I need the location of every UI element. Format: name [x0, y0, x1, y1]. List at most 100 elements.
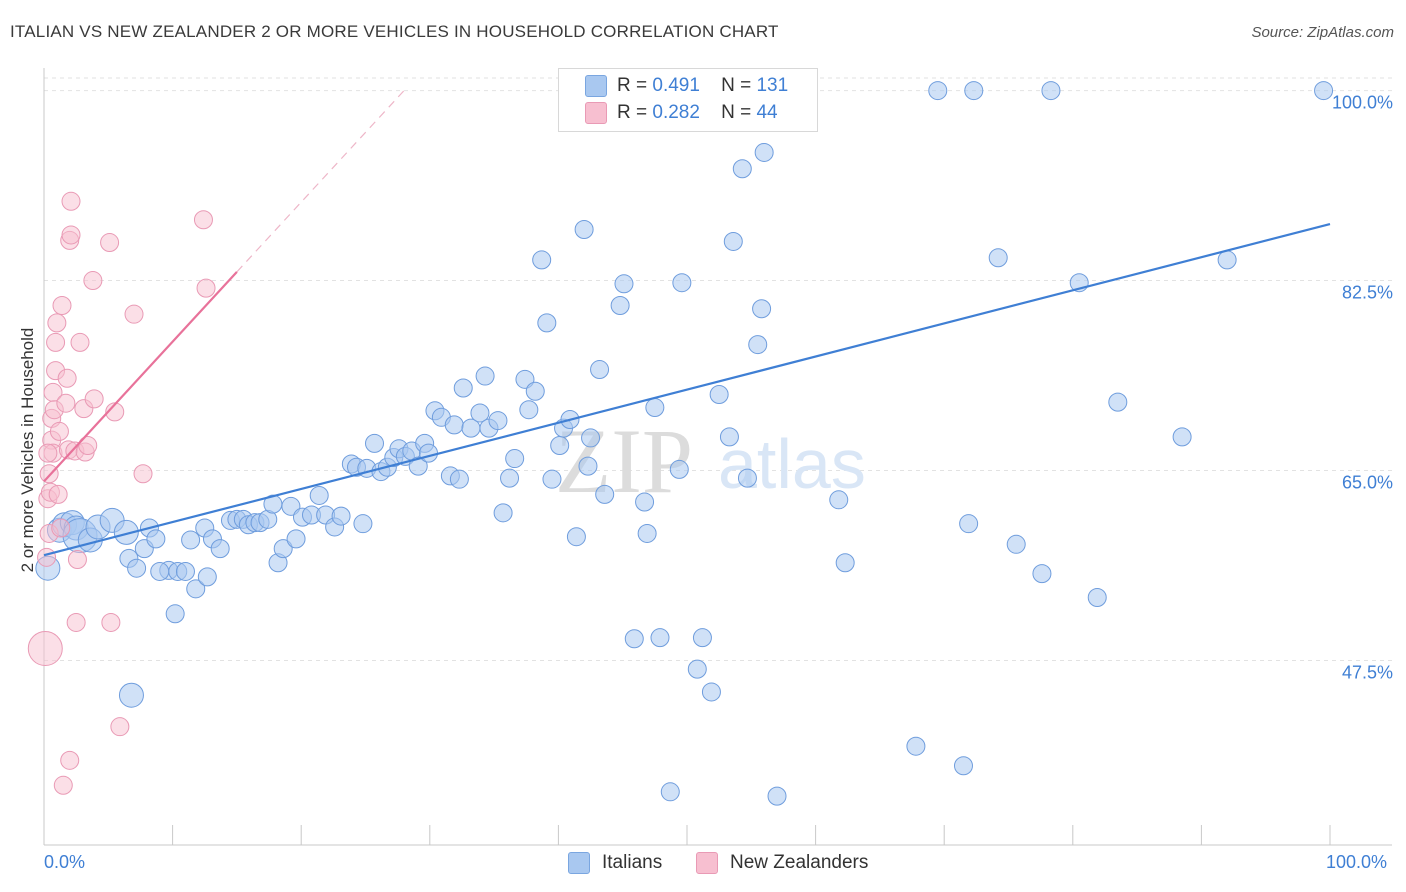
- italians-n-value: 131: [756, 75, 789, 96]
- legend-italians-swatch: [568, 852, 590, 874]
- italians-point: [687, 659, 707, 679]
- italians-point: [1172, 427, 1192, 447]
- italians-point: [113, 519, 139, 545]
- italians-point: [988, 248, 1008, 268]
- italians-point: [610, 295, 630, 315]
- italians-n-label: N =: [721, 75, 752, 96]
- x-max-label: 100.0%: [1326, 852, 1388, 872]
- italians-point: [542, 469, 562, 489]
- legend-item-italians[interactable]: Italians: [568, 852, 662, 874]
- italians-point: [210, 539, 230, 559]
- italians-point: [672, 273, 692, 293]
- italians-point: [829, 490, 849, 510]
- italians-point: [964, 81, 984, 101]
- italians-point: [532, 250, 552, 270]
- x-min-label: 0.0%: [44, 852, 86, 872]
- italians-point: [1041, 81, 1061, 101]
- italians-point: [150, 561, 170, 581]
- italians-point: [650, 628, 670, 648]
- nz-point: [100, 233, 120, 253]
- nz-point: [46, 332, 66, 352]
- italians-point: [273, 539, 293, 559]
- italians-point: [748, 335, 768, 355]
- italians-point: [488, 411, 508, 431]
- watermark-zip: ZIP: [555, 410, 693, 512]
- italians-point: [165, 604, 185, 624]
- italians-point: [525, 381, 545, 401]
- nz-n-label: N =: [721, 102, 752, 123]
- nz-r-label: R =: [617, 102, 648, 123]
- y-tick-label: 65.0%: [1342, 472, 1393, 492]
- y-axis-label: 2 or more Vehicles in Household: [18, 327, 37, 573]
- italians-point: [1087, 588, 1107, 608]
- italians-point: [701, 682, 721, 702]
- italians-point: [550, 436, 570, 456]
- italians-point: [754, 142, 774, 162]
- italians-point: [692, 628, 712, 648]
- italians-point: [906, 736, 926, 756]
- nz-point: [47, 313, 67, 333]
- nz-point: [101, 612, 121, 632]
- nz-point: [52, 295, 72, 315]
- italians-point: [637, 523, 657, 543]
- legend-nz-label: New Zealanders: [730, 852, 869, 873]
- nz-point: [110, 717, 130, 737]
- italians-point: [475, 366, 495, 386]
- nz-point: [105, 402, 125, 422]
- italians-point: [281, 496, 301, 516]
- watermark-atlas: atlas: [718, 425, 866, 503]
- stats-legend: R = 0.491 N = 131 R = 0.282 N = 44: [558, 68, 818, 132]
- italians-point: [732, 159, 752, 179]
- y-tick-labels: 47.5% 65.0% 82.5% 100.0%: [1332, 93, 1393, 683]
- italians-point: [767, 786, 787, 806]
- watermark: ZIP atlas: [555, 410, 866, 512]
- italians-point: [331, 506, 351, 526]
- italians-point: [353, 514, 373, 534]
- italians-point: [953, 756, 973, 776]
- italians-point: [581, 428, 601, 448]
- nz-point: [124, 304, 144, 324]
- italians-point: [419, 443, 439, 463]
- legend-item-nz[interactable]: New Zealanders: [696, 852, 868, 874]
- legend-italians-label: Italians: [602, 852, 663, 873]
- italians-point: [590, 360, 610, 380]
- italians-point: [181, 530, 201, 550]
- nz-point: [61, 191, 81, 211]
- italians-point: [835, 553, 855, 573]
- y-tick-label: 100.0%: [1332, 93, 1393, 113]
- italians-point: [286, 529, 306, 549]
- nz-point: [67, 550, 87, 570]
- nz-point: [196, 278, 216, 298]
- source-label: Source: ZipAtlas.com: [1251, 24, 1394, 41]
- italians-point: [1217, 250, 1237, 270]
- italians-point: [624, 629, 644, 649]
- italians-point: [959, 514, 979, 534]
- italians-point: [614, 274, 634, 294]
- nz-point: [51, 518, 71, 538]
- italians-point: [127, 558, 147, 578]
- italians-point: [118, 682, 144, 708]
- nz-point: [56, 393, 76, 413]
- italians-r-value: 0.491: [652, 75, 700, 96]
- nz-point: [193, 210, 213, 230]
- nz-point: [60, 750, 80, 770]
- y-tick-label: 82.5%: [1342, 283, 1393, 303]
- series-legend: Italians New Zealanders: [0, 850, 1406, 880]
- nz-point: [48, 484, 68, 504]
- nz-point: [133, 464, 153, 484]
- italians-point: [537, 313, 557, 333]
- italians-point: [500, 468, 520, 488]
- nz-point: [49, 421, 69, 441]
- italians-point: [519, 400, 539, 420]
- italians-trend-line: [43, 223, 1331, 557]
- nz-point: [27, 631, 63, 667]
- italians-point: [574, 220, 594, 240]
- nz-r-value: 0.282: [652, 102, 700, 123]
- italians-point: [928, 81, 948, 101]
- italians-point: [752, 299, 772, 319]
- nz-point: [38, 443, 58, 463]
- italians-point: [453, 378, 473, 398]
- nz-trend-extension: [236, 90, 405, 273]
- italians-point: [1314, 81, 1334, 101]
